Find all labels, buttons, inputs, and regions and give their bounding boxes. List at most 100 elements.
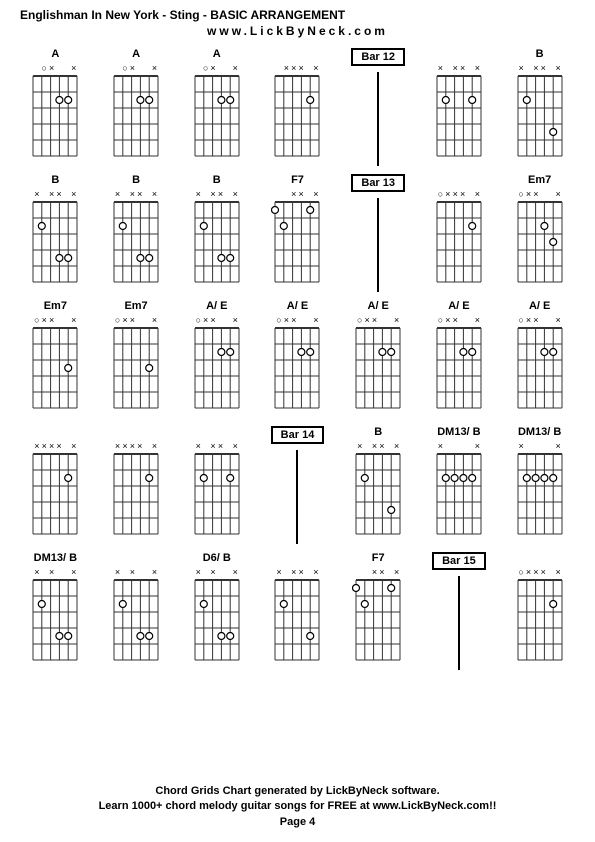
- bar-marker: Bar 15: [422, 552, 497, 670]
- chord-grid: ××××: [271, 568, 323, 662]
- chord-diagram: F7 ×××: [260, 174, 335, 292]
- bar-marker: Bar 13: [341, 174, 416, 292]
- chord-diagram: A/ E○×××: [422, 300, 497, 418]
- chord-label: A: [213, 48, 221, 62]
- chord-grid: ×××: [271, 190, 323, 284]
- chord-diagram: A ○××: [99, 48, 174, 166]
- chord-grid: ×××: [191, 568, 243, 662]
- string-markers: ××××: [275, 568, 319, 578]
- chord-grid: ×××: [352, 568, 404, 662]
- chord-grid-container: A○××A○××A○××××××Bar 12××××B××××B××××B×××…: [0, 48, 595, 670]
- bar-separator-line: [296, 450, 298, 544]
- chord-grid: ○××: [110, 64, 162, 158]
- chord-grid: ×××: [29, 568, 81, 662]
- chord-diagram: ○××××: [422, 174, 497, 292]
- string-markers: ××××: [33, 190, 77, 200]
- bar-label: Bar 15: [432, 552, 486, 570]
- string-markers: ○×××: [275, 316, 319, 326]
- chord-grid: ○×××: [110, 316, 162, 410]
- chord-grid: ○×××: [271, 316, 323, 410]
- chord-label: Em7: [528, 174, 551, 188]
- string-markers: ×××: [33, 568, 77, 578]
- chord-diagram: DM13/ B ××: [502, 426, 577, 544]
- string-markers: ××: [437, 442, 481, 452]
- chord-diagram: DM13/ B ×××: [18, 552, 93, 670]
- chord-label: DM13/ B: [34, 552, 77, 566]
- chord-diagram: B ××××: [18, 174, 93, 292]
- chord-diagram: A○××: [179, 48, 254, 166]
- bar-marker: Bar 12: [341, 48, 416, 166]
- bar-label: Bar 13: [351, 174, 405, 192]
- bar-separator-line: [377, 72, 379, 166]
- chord-diagram: ××××: [422, 48, 497, 166]
- chord-grid: ××××: [352, 442, 404, 536]
- chord-grid: ××××: [191, 190, 243, 284]
- chord-grid: ××: [433, 442, 485, 536]
- string-markers: ×××: [356, 568, 400, 578]
- bar-separator-line: [458, 576, 460, 670]
- chord-grid: ××××: [514, 64, 566, 158]
- chord-diagram: Em7○×××: [99, 300, 174, 418]
- chord-diagram: A/ E○×××: [502, 300, 577, 418]
- chord-diagram: A/ E ○×××: [260, 300, 335, 418]
- bar-separator-line: [377, 198, 379, 292]
- string-markers: ○×××: [518, 190, 562, 200]
- chord-label: DM13/ B: [437, 426, 480, 440]
- chord-label: B: [213, 174, 221, 188]
- string-markers: ××: [518, 442, 562, 452]
- string-markers: ×××: [275, 190, 319, 200]
- chord-diagram: DM13/ B ××: [422, 426, 497, 544]
- chord-label: A: [51, 48, 59, 62]
- string-markers: ○×××: [437, 316, 481, 326]
- string-markers: ○×××: [356, 316, 400, 326]
- chord-grid: ○×××: [352, 316, 404, 410]
- chord-grid: ○×××: [433, 316, 485, 410]
- chord-grid: ××: [514, 442, 566, 536]
- chord-diagram: A/ E○×××: [341, 300, 416, 418]
- string-markers: ××××: [437, 64, 481, 74]
- bar-label: Bar 12: [351, 48, 405, 66]
- chord-grid: ×××××: [110, 442, 162, 536]
- string-markers: ×××: [114, 568, 158, 578]
- chord-label: B: [536, 48, 544, 62]
- chord-label: A/ E: [287, 300, 308, 314]
- chord-diagram: ○××××: [502, 552, 577, 670]
- chord-grid: ××××: [191, 442, 243, 536]
- string-markers: ××××: [518, 64, 562, 74]
- chord-label: B: [132, 174, 140, 188]
- string-markers: ○××: [114, 64, 158, 74]
- chord-grid: ××××: [29, 190, 81, 284]
- chord-grid: ○×××: [191, 316, 243, 410]
- chord-label: A: [132, 48, 140, 62]
- chord-grid: ○×××: [514, 190, 566, 284]
- chord-grid: ×××××: [29, 442, 81, 536]
- chord-diagram: ×××: [99, 552, 174, 670]
- chord-label: B: [51, 174, 59, 188]
- chord-diagram: ×××××: [99, 426, 174, 544]
- chord-label: DM13/ B: [518, 426, 561, 440]
- string-markers: ××××: [356, 442, 400, 452]
- bar-marker: Bar 14: [260, 426, 335, 544]
- chord-diagram: B ××××: [502, 48, 577, 166]
- chord-label: A/ E: [206, 300, 227, 314]
- string-markers: ○×××: [195, 316, 239, 326]
- chord-grid: ○×××: [514, 316, 566, 410]
- chord-diagram: ×××××: [18, 426, 93, 544]
- chord-grid: ○×××: [29, 316, 81, 410]
- footer-line: Chord Grids Chart generated by LickByNec…: [0, 784, 595, 799]
- chord-diagram: ××××: [179, 426, 254, 544]
- string-markers: ○×××: [33, 316, 77, 326]
- string-markers: ××××: [114, 190, 158, 200]
- chord-grid: ○××××: [433, 190, 485, 284]
- chord-diagram: B ××××: [99, 174, 174, 292]
- chord-label: F7: [291, 174, 304, 188]
- footer-line: Learn 1000+ chord melody guitar songs fo…: [0, 799, 595, 814]
- string-markers: ○××××: [518, 568, 562, 578]
- page-subtitle: www.LickByNeck.com: [0, 24, 595, 38]
- chord-grid: ××××: [271, 64, 323, 158]
- chord-grid: ×××: [110, 568, 162, 662]
- chord-diagram: B××××: [341, 426, 416, 544]
- string-markers: ××××: [275, 64, 319, 74]
- footer-line: Page 4: [0, 815, 595, 830]
- chord-diagram: D6/ B×××: [179, 552, 254, 670]
